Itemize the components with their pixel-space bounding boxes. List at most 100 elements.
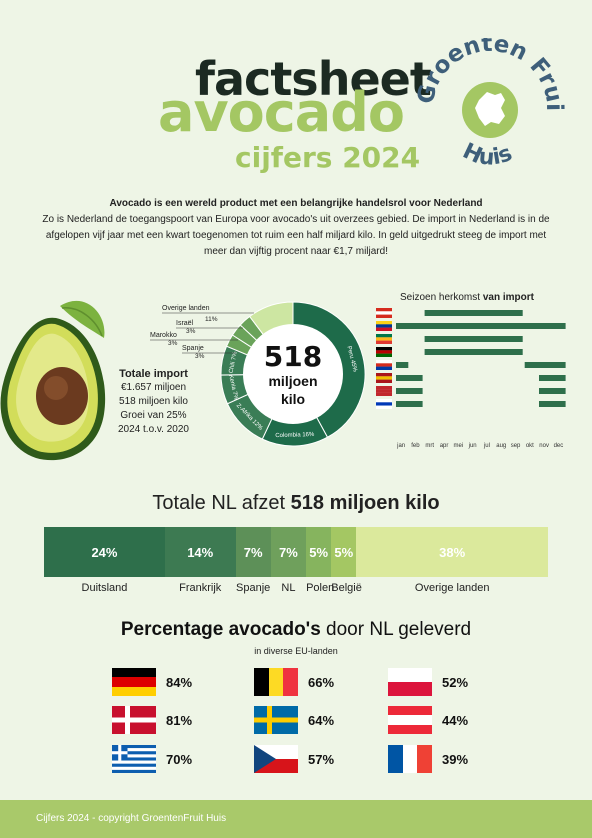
flag-be-icon xyxy=(254,668,299,696)
afzet-title-plain: Totale NL afzet xyxy=(152,492,291,514)
season-title-bold: van import xyxy=(482,292,534,303)
flag-fr-icon xyxy=(388,745,433,773)
import-line1: €1.657 miljoen xyxy=(120,382,187,393)
afzet-segment: 14% xyxy=(164,527,236,577)
country-percentage-value: 39% xyxy=(442,751,469,767)
country-percentage-value: 57% xyxy=(308,751,335,767)
season-title-plain: Seizoen herkomst xyxy=(400,292,483,303)
season-title: Seizoen herkomst van import xyxy=(400,292,534,303)
afzet-segment: 24% xyxy=(44,527,165,577)
month-label: jun xyxy=(468,443,477,449)
import-line2: 518 miljoen kilo xyxy=(119,396,188,407)
donut-ring-label: Chili 7% xyxy=(229,351,239,374)
country-percentage-item: 52% xyxy=(388,668,468,696)
country-percentage-value: 81% xyxy=(166,712,193,728)
month-label: sep xyxy=(511,443,521,449)
country-percentage-value: 84% xyxy=(166,674,193,690)
callout-name: Overige landen xyxy=(162,305,210,312)
season-bar xyxy=(524,362,566,368)
title-year: cijfers 2024 xyxy=(235,141,421,174)
country-percentage-item: 57% xyxy=(254,745,334,773)
donut-ring-label: Colombia 16% xyxy=(275,432,315,439)
season-bar xyxy=(539,401,566,407)
flag-peru-icon xyxy=(376,308,392,318)
country-percentage-item: 81% xyxy=(112,706,192,734)
month-label: mrt xyxy=(425,443,434,449)
intro-body: Zo is Nederland de toegangspoort van Eur… xyxy=(42,214,550,257)
afzet-segment: 5% xyxy=(306,527,332,577)
season-bar xyxy=(539,375,566,381)
flag-marokko-icon xyxy=(376,386,392,396)
afzet-segment: 5% xyxy=(331,527,357,577)
month-label: dec xyxy=(554,443,564,449)
month-label: nov xyxy=(539,443,549,449)
country-percentage-item: 66% xyxy=(254,668,334,696)
afzet-label: Polen xyxy=(306,582,335,594)
country-percentage-value: 64% xyxy=(308,712,335,728)
month-label: mei xyxy=(454,443,464,449)
avocado-illustration xyxy=(0,300,106,461)
season-bar xyxy=(424,336,523,342)
percentage-title-plain: door NL geleverd xyxy=(320,619,472,640)
logo-text-bottom: Huis xyxy=(459,139,516,171)
afzet-label: Frankrijk xyxy=(179,582,222,594)
season-bar xyxy=(424,349,523,355)
season-bar xyxy=(396,323,566,329)
month-label: okt xyxy=(526,443,534,449)
percentage-subtitle: in diverse EU-landen xyxy=(254,646,338,656)
season-bar xyxy=(396,362,409,368)
footer-bar xyxy=(0,800,592,838)
donut-center-unit1: miljoen xyxy=(268,373,317,389)
flag-pl-icon xyxy=(388,668,432,696)
callout-pct: 3% xyxy=(195,353,205,360)
country-percentage-value: 66% xyxy=(308,674,335,690)
flag-isra-l-icon xyxy=(376,399,392,409)
flag-de-icon xyxy=(112,668,156,696)
flag-kenia-icon xyxy=(376,347,392,357)
import-summary: Totale import €1.657 miljoen 518 miljoen… xyxy=(118,367,189,437)
country-percentage-value: 70% xyxy=(166,751,193,767)
flag-zuid-afrika-icon xyxy=(376,334,392,344)
flag-dk-icon xyxy=(112,706,156,734)
callout-name: Marokko xyxy=(150,332,177,339)
flag-cz-icon xyxy=(254,745,298,773)
callout-name: Spanje xyxy=(182,345,204,352)
callout-pct: 3% xyxy=(168,340,178,347)
intro-text: Avocado is een wereld product met een be… xyxy=(40,196,552,260)
afzet-label: NL xyxy=(281,582,296,594)
afzet-title: Totale NL afzet 518 miljoen kilo xyxy=(0,492,592,515)
afzet-label: Overige landen xyxy=(414,582,490,594)
season-bar xyxy=(396,375,423,381)
import-heading: Totale import xyxy=(119,368,188,380)
season-bar xyxy=(539,388,566,394)
season-bar xyxy=(396,388,423,394)
flag-spanje-icon xyxy=(376,373,392,383)
country-percentage-item: 44% xyxy=(388,706,468,734)
flag-gr-icon xyxy=(112,745,156,773)
callout-name: Israël xyxy=(176,320,194,327)
season-bar xyxy=(424,310,523,316)
groentenfruithuis-logo: Groenten Fruit Huis xyxy=(415,38,565,171)
percentage-title-bold: Percentage avocado's xyxy=(120,619,321,640)
country-percentage-value: 52% xyxy=(442,674,469,690)
footer-copyright: Cijfers 2024 - copyright GroentenFruit H… xyxy=(36,813,227,824)
callout-pct: 3% xyxy=(186,328,196,335)
afzet-segment: 7% xyxy=(270,527,307,577)
month-label: feb xyxy=(411,443,420,449)
title-avocado: avocado xyxy=(158,81,405,144)
month-label: apr xyxy=(440,443,449,449)
country-percentage-item: 64% xyxy=(254,706,334,734)
intro-headline: Avocado is een wereld product met een be… xyxy=(109,198,483,209)
afzet-stacked-bar: 24% 14% 7% 7% 5% 5% 38% xyxy=(44,527,548,577)
flag-at-icon xyxy=(388,706,432,734)
month-label: aug xyxy=(496,443,506,449)
country-percentage-value: 44% xyxy=(442,712,469,728)
month-label: jul xyxy=(483,443,490,449)
import-line4: 2024 t.o.v. 2020 xyxy=(118,424,189,435)
percentage-title: Percentage avocado's door NL geleverd xyxy=(0,619,592,641)
flag-chili-icon xyxy=(376,360,392,370)
import-line3: Groei van 25% xyxy=(120,410,187,421)
country-percentage-item: 39% xyxy=(388,745,468,773)
afzet-segment: 7% xyxy=(235,527,271,577)
callout-pct: 11% xyxy=(205,316,218,323)
